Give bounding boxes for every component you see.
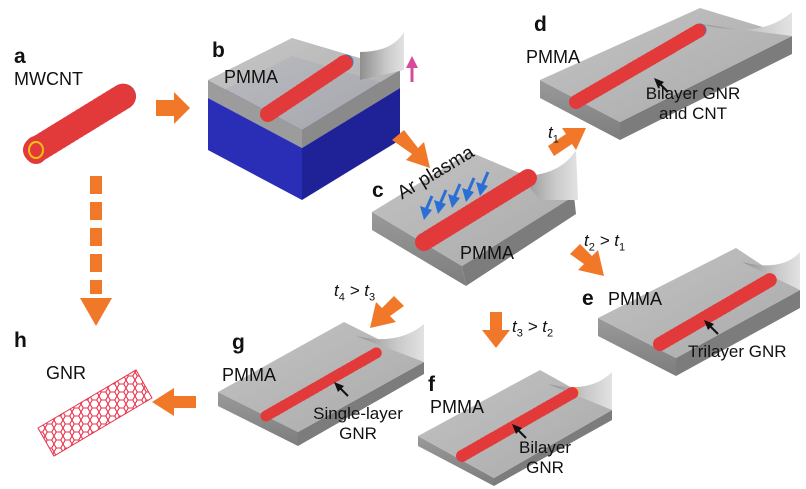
- timing-c-to-g: t4 > t3: [334, 282, 375, 303]
- pmma-slab-f: [418, 370, 612, 486]
- timing-e-sub: 2: [588, 241, 595, 254]
- trilayer-gnr-note: Trilayer GNR: [688, 342, 787, 361]
- note-f-line2: GNR: [526, 458, 564, 478]
- panel-label-h: h: [14, 329, 27, 352]
- timing-d-sub: 1: [552, 133, 559, 146]
- pointer-arrows: [334, 78, 719, 439]
- panel-label-b: b: [212, 39, 225, 62]
- pmma-slab-g: [218, 322, 424, 446]
- timing-e-rest: > t: [594, 231, 619, 250]
- arrow-c-to-g: [370, 296, 404, 328]
- timing-g-rest: > t: [344, 281, 369, 300]
- gnr-ribbon: [37, 369, 153, 457]
- timing-g-t: t: [334, 281, 339, 300]
- note-g-line1: Single-layer: [313, 404, 403, 423]
- pmma-label-g: PMMA: [222, 365, 276, 385]
- pmma-slab-d: [540, 8, 792, 140]
- pmma-label-e: PMMA: [608, 289, 662, 309]
- timing-c-to-f: t3 > t2: [512, 318, 553, 339]
- panel-label-f: f: [428, 373, 435, 396]
- arrow-a-to-b: [156, 92, 190, 124]
- timing-g-sub2: 3: [368, 291, 376, 304]
- arrow-a-to-h-dashed: [80, 176, 112, 326]
- panel-label-d: d: [534, 13, 547, 36]
- process-arrows: [80, 92, 604, 416]
- arrow-g-to-h: [152, 388, 196, 416]
- plasma-arrows: [420, 171, 490, 220]
- panel-label-c: c: [372, 179, 384, 202]
- note-f-line1: Bilayer: [519, 438, 571, 457]
- timing-f-rest: > t: [522, 317, 547, 336]
- timing-f-t: t: [512, 317, 517, 336]
- pmma-slab-e: [598, 248, 800, 376]
- pmma-label-b: PMMA: [224, 67, 278, 87]
- note-g-line2: GNR: [339, 424, 377, 444]
- arrow-c-to-e: [570, 244, 604, 276]
- pmma-slab-c: [372, 150, 578, 286]
- note-d-line1: Bilayer GNR: [645, 84, 741, 103]
- timing-e-sub2: 1: [618, 241, 626, 254]
- timing-g-sub: 4: [338, 291, 345, 304]
- timing-c-to-d: t1: [548, 124, 559, 145]
- pmma-label-c: PMMA: [460, 243, 514, 263]
- note-d-line2: and CNT: [658, 104, 728, 124]
- pmma-label-d: PMMA: [526, 47, 580, 67]
- pmma-substrate-block: [208, 32, 404, 200]
- single-layer-gnr-note: Single-layer GNR: [298, 404, 418, 444]
- arrow-c-to-f: [482, 312, 510, 348]
- panel-label-e: e: [582, 287, 594, 310]
- gnr-label: GNR: [46, 363, 86, 383]
- bilayer-gnr-cnt-note: Bilayer GNR and CNT: [618, 84, 768, 124]
- peel-arrow: [406, 56, 418, 82]
- timing-d-t: t: [548, 123, 553, 142]
- mwcnt-tube: [23, 83, 137, 164]
- timing-f-sub2: 2: [546, 327, 554, 340]
- panel-label-g: g: [232, 331, 245, 354]
- timing-c-to-e: t2 > t1: [584, 232, 625, 253]
- arrow-b-to-c: [392, 130, 430, 168]
- mwcnt-label: MWCNT: [14, 69, 83, 89]
- arrow-c-to-d: [548, 128, 586, 156]
- timing-f-sub: 3: [516, 327, 523, 340]
- bilayer-gnr-note: Bilayer GNR: [510, 438, 580, 478]
- panel-label-a: a: [14, 45, 26, 68]
- pmma-label-f: PMMA: [430, 397, 484, 417]
- timing-e-t: t: [584, 231, 589, 250]
